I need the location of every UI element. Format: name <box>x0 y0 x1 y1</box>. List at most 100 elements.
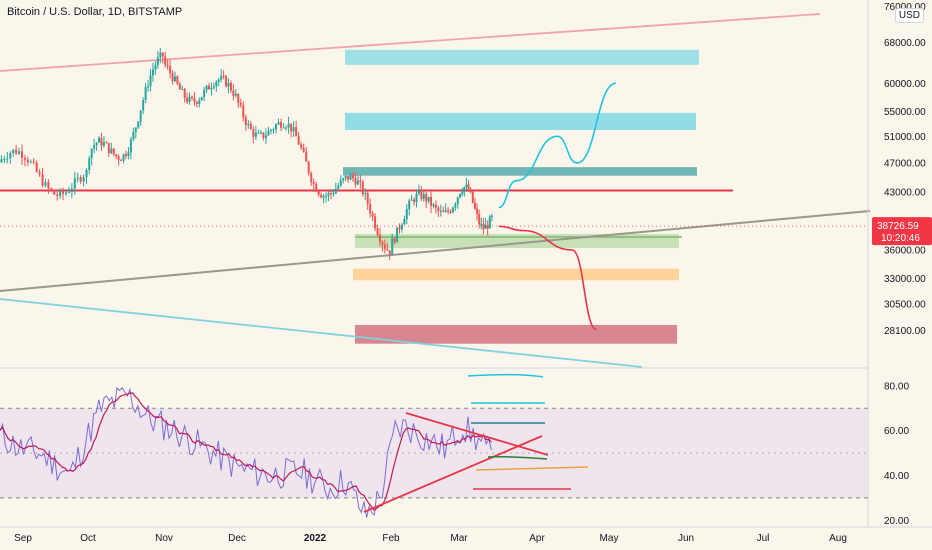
candle-body <box>463 187 466 193</box>
candle-body <box>425 194 428 202</box>
candle-body <box>38 171 41 175</box>
candle <box>422 191 425 202</box>
candle-body <box>50 188 53 191</box>
candle-body <box>364 193 367 195</box>
candle-body <box>82 176 85 182</box>
candle <box>290 123 293 138</box>
candle <box>50 187 53 193</box>
price-tick-label: 30500.00 <box>884 299 926 310</box>
candle <box>267 126 270 136</box>
candle-body <box>169 66 172 74</box>
candle <box>12 149 15 157</box>
candle-body <box>205 85 208 91</box>
price-tick-label: 51000.00 <box>884 132 926 143</box>
candle <box>64 189 68 196</box>
candle <box>262 132 265 141</box>
candle <box>354 172 357 188</box>
candle-body <box>73 178 76 189</box>
currency-label[interactable]: USD <box>894 8 924 23</box>
candle-body <box>374 216 377 229</box>
candle <box>100 132 103 151</box>
candle <box>173 71 176 83</box>
candle-body <box>432 204 435 206</box>
time-tick-label: May <box>600 533 619 544</box>
candle <box>329 191 332 200</box>
candle <box>76 172 79 183</box>
candle-body <box>471 191 474 203</box>
price-tick-label: 28100.00 <box>884 326 926 337</box>
candle-body <box>0 159 3 163</box>
candle-body <box>478 214 481 225</box>
candle-body <box>400 224 403 230</box>
candle-body <box>217 79 220 82</box>
candles-group <box>0 48 493 260</box>
candle <box>93 138 96 154</box>
candle-body <box>388 250 391 255</box>
candle-body <box>171 73 174 82</box>
candle-body <box>18 151 21 154</box>
candle-body <box>467 184 470 191</box>
time-tick-label: Apr <box>529 533 545 544</box>
candle <box>361 179 364 197</box>
candle-body <box>398 227 401 230</box>
candle <box>437 205 440 218</box>
candle <box>369 198 372 218</box>
candle-body <box>44 182 47 186</box>
candle-body <box>257 132 260 134</box>
candle <box>247 119 250 129</box>
time-tick-label: Jun <box>678 533 694 544</box>
candle <box>82 174 85 187</box>
candle-body <box>195 101 198 104</box>
time-tick-label: 2022 <box>304 533 327 544</box>
candle <box>90 148 93 166</box>
candle <box>403 215 406 225</box>
candle-body <box>403 219 406 225</box>
candle <box>85 168 88 184</box>
candle-body <box>125 154 127 157</box>
candle <box>188 92 191 105</box>
candle <box>193 91 196 106</box>
candle-body <box>480 224 483 226</box>
candle-body <box>247 123 250 125</box>
candle <box>73 171 76 195</box>
candle-body <box>95 142 98 146</box>
candle <box>181 85 184 91</box>
candle <box>117 154 120 166</box>
candle <box>222 70 225 80</box>
candle-body <box>176 76 179 84</box>
zone-teal <box>343 167 697 176</box>
candle <box>269 128 272 135</box>
time-tick-label: Mar <box>450 533 468 544</box>
candle <box>454 201 457 212</box>
candle-body <box>88 158 91 170</box>
candle-body <box>420 191 423 199</box>
candle-body <box>267 130 270 136</box>
candle <box>400 222 403 233</box>
candle <box>451 206 454 214</box>
candle <box>393 236 396 245</box>
candle-body <box>9 153 12 159</box>
candle <box>444 203 447 213</box>
candle <box>486 220 489 236</box>
candle-body <box>269 129 272 131</box>
candle-body <box>208 85 211 90</box>
zone-cyan-mid <box>345 112 696 130</box>
candle-body <box>225 76 228 87</box>
candle <box>142 97 145 115</box>
upper-trendline <box>0 13 821 72</box>
candle <box>171 70 174 85</box>
time-tick-label: Feb <box>382 533 400 544</box>
candle <box>415 189 418 208</box>
symbol-title[interactable]: Bitcoin / U.S. Dollar, 1D, BITSTAMP <box>7 6 183 18</box>
rsi-line <box>0 386 492 518</box>
candle-body <box>139 110 142 122</box>
candle-body <box>35 162 38 172</box>
candle <box>447 207 450 215</box>
candle-body <box>439 210 442 212</box>
candle-body <box>280 122 283 128</box>
candle-body <box>64 192 68 194</box>
candle-body <box>488 216 491 229</box>
candle <box>398 223 401 234</box>
